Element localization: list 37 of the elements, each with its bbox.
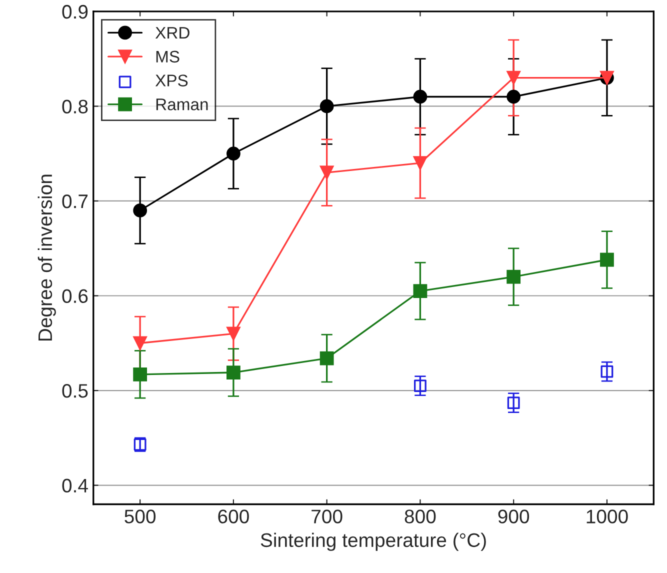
point — [133, 204, 148, 218]
point — [506, 270, 521, 284]
point — [413, 90, 428, 104]
y-tick-label: 0.6 — [62, 289, 88, 303]
point — [133, 367, 148, 382]
point — [226, 366, 240, 380]
y-axis-title: Degree of inversion — [38, 174, 56, 341]
point — [226, 146, 240, 161]
point — [133, 336, 148, 350]
legend-label: Raman — [156, 98, 208, 110]
y-tick-label: 0.8 — [62, 100, 88, 114]
point — [320, 351, 334, 366]
point — [413, 284, 428, 298]
point — [506, 90, 521, 104]
x-tick-label: 600 — [218, 510, 249, 524]
point — [600, 365, 614, 378]
y-tick-label: 0.9 — [62, 4, 88, 19]
legend-label: XPS — [155, 74, 188, 86]
point — [320, 166, 334, 180]
x-axis-title: Sintering temperature (°C) — [260, 532, 486, 551]
x-tick-label: 1000 — [586, 510, 628, 524]
point — [414, 380, 426, 392]
point — [506, 70, 521, 85]
x-tick-label: 700 — [312, 510, 342, 524]
point — [413, 156, 428, 170]
point — [226, 326, 240, 341]
y-tick-label: 0.7 — [62, 194, 88, 208]
y-tick-label: 0.5 — [62, 384, 88, 398]
legend-label: MS — [156, 50, 180, 63]
point — [600, 252, 614, 267]
point — [320, 99, 334, 114]
x-tick-label: 800 — [404, 510, 436, 524]
legend-label: XRD — [155, 27, 190, 39]
point — [507, 396, 520, 410]
x-tick-label: 500 — [124, 510, 156, 524]
x-tick-label: 900 — [498, 510, 530, 524]
y-tick-label: 0.4 — [62, 478, 88, 493]
